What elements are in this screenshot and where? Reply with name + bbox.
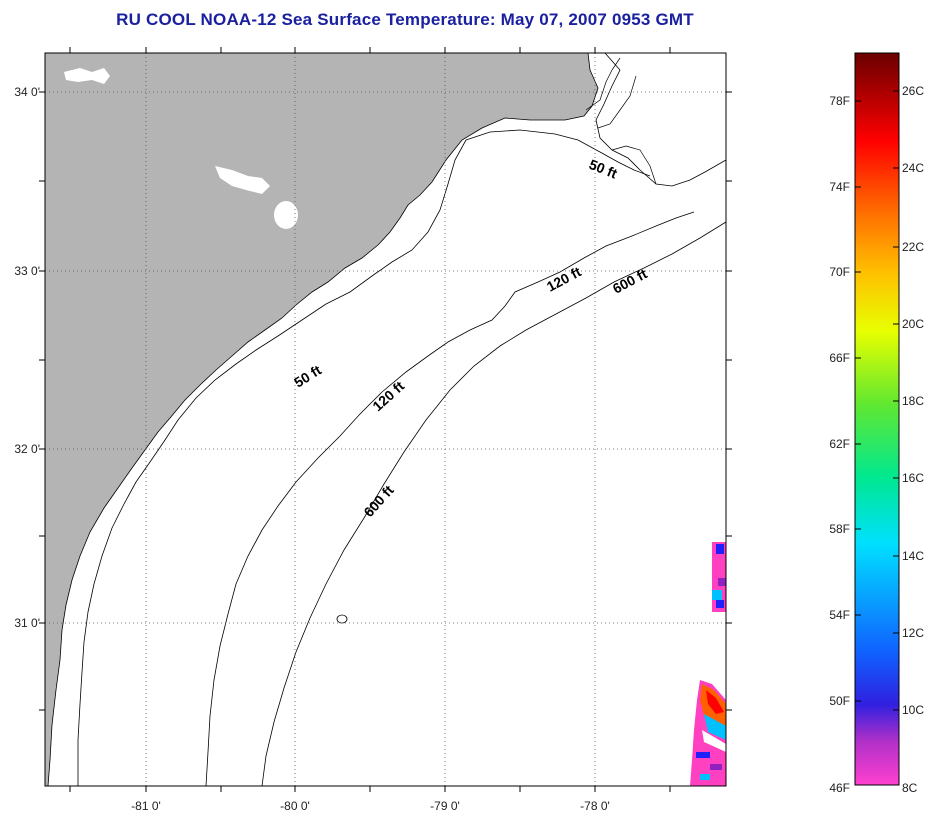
land-feature-lake bbox=[274, 201, 298, 229]
colorbar-label-c: 12C bbox=[902, 626, 924, 640]
coastline-detail bbox=[585, 57, 657, 185]
colorbar-label-f: 54F bbox=[829, 608, 850, 622]
colorbar-label-f: 62F bbox=[829, 437, 850, 451]
land-feature-lake bbox=[395, 228, 412, 250]
colorbar-label-c: 26C bbox=[902, 84, 924, 98]
land-feature-lake bbox=[64, 68, 110, 84]
colorbar-label-f: 46F bbox=[829, 781, 850, 795]
colorbar-label-c: 10C bbox=[902, 703, 924, 717]
isobath-50ft bbox=[77, 129, 651, 786]
lat-label: 32 0' bbox=[14, 442, 40, 456]
colorbar-label-f: 66F bbox=[829, 351, 850, 365]
lon-label: -78 0' bbox=[580, 799, 610, 813]
sst-data-patch-lower bbox=[690, 680, 726, 786]
colorbar-label-c: 16C bbox=[902, 471, 924, 485]
temperature-colorbar: 78F 74F 70F 66F 62F 58F 54F 50F 46F 26C … bbox=[829, 52, 924, 795]
colorbar-label-f: 50F bbox=[829, 694, 850, 708]
colorbar-ticks-c bbox=[893, 90, 899, 786]
lat-label: 33 0' bbox=[14, 264, 40, 278]
isobath-120ft bbox=[205, 211, 695, 787]
colorbar-label-c: 20C bbox=[902, 317, 924, 331]
colorbar-label-c: 22C bbox=[902, 240, 924, 254]
colorbar-label-c: 18C bbox=[902, 394, 924, 408]
colorbar-label-f: 78F bbox=[829, 94, 850, 108]
ocean-northeast bbox=[595, 52, 727, 187]
colorbar-ticks-f bbox=[855, 100, 861, 786]
sst-map: 34 0' 33 0' 32 0' 31 0' -81 0' -80 0' -7… bbox=[14, 47, 732, 813]
isobath-600ft bbox=[261, 221, 727, 787]
map-frame bbox=[44, 52, 727, 787]
sst-data-patch-upper bbox=[712, 542, 726, 612]
colorbar-label-c: 24C bbox=[902, 161, 924, 175]
colorbar-label-f: 70F bbox=[829, 265, 850, 279]
map-title: RU COOL NOAA-12 Sea Surface Temperature:… bbox=[116, 10, 694, 29]
axis-ticks bbox=[39, 47, 732, 792]
lon-label: -81 0' bbox=[131, 799, 161, 813]
lat-label: 34 0' bbox=[14, 85, 40, 99]
land-feature-lake bbox=[215, 166, 270, 194]
colorbar-label-c: 14C bbox=[902, 549, 924, 563]
colorbar-label-f: 58F bbox=[829, 522, 850, 536]
lon-label: -80 0' bbox=[280, 799, 310, 813]
colorbar-label-f: 74F bbox=[829, 180, 850, 194]
colorbar-label-c: 8C bbox=[902, 781, 918, 795]
map-grid bbox=[45, 53, 726, 786]
colorbar-gradient bbox=[854, 52, 900, 786]
land-mass bbox=[44, 52, 599, 787]
lat-label: 31 0' bbox=[14, 616, 40, 630]
lon-label: -79 0' bbox=[430, 799, 460, 813]
